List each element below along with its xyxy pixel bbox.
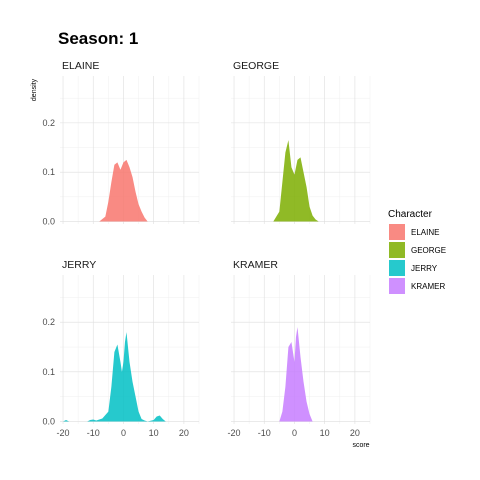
strip-label-kramer: KRAMER — [233, 259, 278, 271]
legend-key-kramer — [389, 278, 405, 294]
legend-label-kramer: KRAMER — [411, 282, 445, 291]
chart-title: Season: 1 — [58, 29, 138, 48]
density-area-kramer — [279, 327, 313, 422]
x-tick-label: 0 — [292, 428, 297, 438]
y-tick-label: 0.1 — [42, 367, 55, 377]
x-tick-label: 0 — [121, 428, 126, 438]
x-tick-label: 10 — [149, 428, 159, 438]
x-tick-label: -10 — [87, 428, 100, 438]
strip-label-elaine: ELAINE — [62, 60, 99, 72]
y-tick-label: 0.2 — [42, 317, 55, 327]
density-area-elaine — [99, 159, 148, 222]
y-axis-label: density — [31, 78, 38, 101]
density-area-jerry — [63, 332, 166, 422]
panel-george: GEORGE — [231, 60, 371, 224]
x-tick-label: 20 — [179, 428, 189, 438]
x-axis-label: score — [352, 442, 369, 449]
y-tick-label: 0.2 — [42, 118, 55, 128]
legend-title: Character — [388, 209, 433, 220]
x-tick-label: -20 — [228, 428, 241, 438]
panel-kramer: KRAMER -20 -10 0 10 20 — [228, 259, 371, 438]
legend-label-elaine: ELAINE — [411, 228, 439, 237]
x-tick-label: -10 — [258, 428, 271, 438]
panel-elaine: ELAINE 0.0 0.1 0.2 — [42, 60, 200, 227]
y-tick-label: 0.0 — [42, 417, 55, 427]
legend-label-george: GEORGE — [411, 246, 446, 255]
density-area-george — [273, 140, 319, 222]
x-tick-label: 20 — [350, 428, 360, 438]
strip-label-george: GEORGE — [233, 60, 279, 72]
strip-label-jerry: JERRY — [62, 259, 96, 271]
legend-key-jerry — [389, 260, 405, 276]
x-tick-label: -20 — [57, 428, 70, 438]
y-tick-label: 0.0 — [42, 217, 55, 227]
panel-jerry: JERRY 0.0 0.1 0.2 -20 -10 0 10 20 — [42, 259, 200, 438]
y-tick-label: 0.1 — [42, 167, 55, 177]
legend-key-elaine — [389, 224, 405, 240]
legend: Character ELAINE GEORGE JERRY KRAMER — [388, 209, 446, 294]
x-tick-label: 10 — [320, 428, 330, 438]
legend-key-george — [389, 242, 405, 258]
legend-label-jerry: JERRY — [411, 264, 438, 273]
